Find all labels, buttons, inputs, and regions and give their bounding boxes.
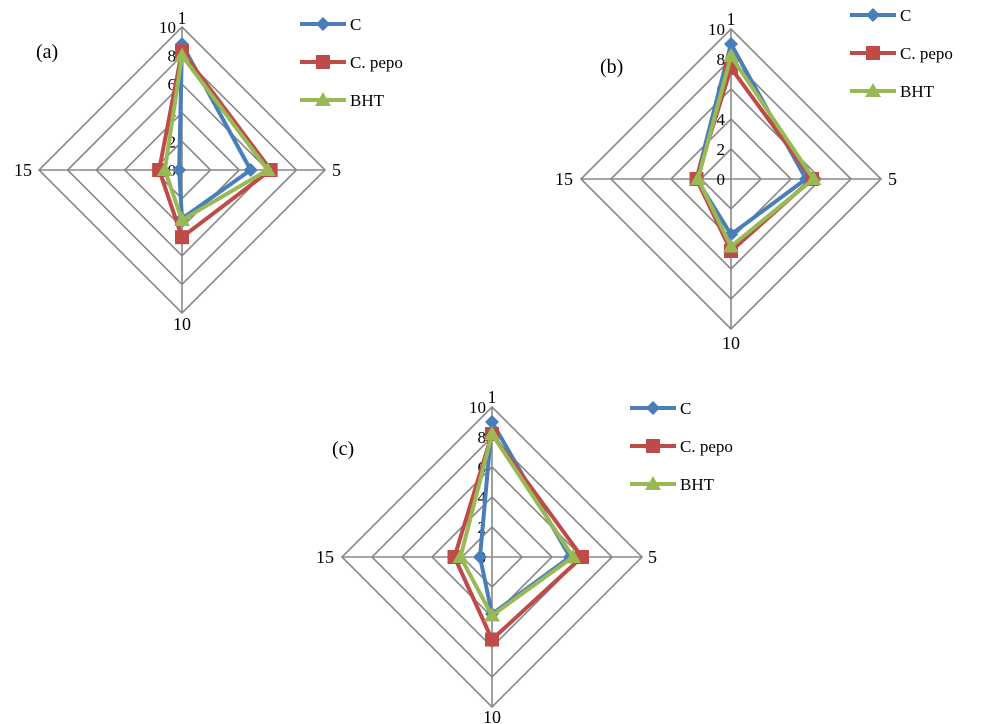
data-point-bht (174, 212, 190, 227)
tick-label: 8 (478, 428, 487, 447)
axis-label-5: 5 (332, 160, 341, 180)
legend-item-bht: BHT (300, 91, 385, 110)
data-point-bht (723, 238, 739, 253)
data-point-c (243, 163, 258, 177)
legend-item-c: C (850, 6, 911, 25)
data-point-c (172, 163, 187, 177)
data-point-bht (484, 607, 500, 622)
legend-item-c: C (300, 15, 361, 34)
tick-label: 10 (708, 20, 725, 39)
data-point-c (724, 37, 738, 51)
legend-item-bht: BHT (630, 475, 715, 494)
axis-label-15: 15 (316, 547, 334, 567)
tick-label: 0 (717, 170, 726, 189)
data-point-bht (805, 171, 822, 185)
data-point-c-pepo (175, 230, 189, 245)
legend-item-bht: BHT (850, 82, 935, 101)
axis-label-15: 15 (14, 160, 32, 180)
legend-label: C. pepo (350, 53, 403, 72)
axis-label-1: 1 (727, 9, 736, 29)
legend-label: C. pepo (900, 44, 953, 63)
tick-label: 4 (478, 488, 487, 507)
tick-label: 10 (469, 398, 486, 417)
legend-item-c-pepo: C. pepo (850, 44, 953, 63)
panel-label-c: (c) (332, 438, 354, 460)
data-point-c-pepo (485, 632, 499, 647)
data-point-c (485, 415, 499, 429)
legend-marker (866, 46, 880, 60)
legend-label: BHT (680, 475, 715, 494)
legend-item-c-pepo: C. pepo (300, 53, 403, 72)
tick-label: 2 (717, 140, 726, 159)
legend-item-c-pepo: C. pepo (630, 437, 733, 456)
data-point-c (473, 550, 487, 564)
panel-label-a: (a) (36, 41, 58, 63)
data-point-bht (174, 47, 190, 62)
tick-label: 8 (717, 50, 726, 69)
tick-label: 4 (717, 110, 726, 129)
legend-label: BHT (350, 91, 385, 110)
tick-label: 0 (168, 161, 177, 180)
legend-label: BHT (900, 82, 935, 101)
axis-label-5: 5 (888, 169, 897, 189)
data-point-bht (452, 549, 469, 563)
data-point-bht (565, 549, 581, 563)
legend-marker (645, 476, 661, 490)
legend-marker (316, 17, 330, 31)
data-point-bht (484, 426, 500, 440)
legend-marker (315, 92, 331, 106)
axis-label-5: 5 (648, 547, 657, 567)
data-point-bht (156, 162, 173, 176)
axis-label-10: 10 (483, 707, 501, 724)
legend-marker (316, 55, 330, 69)
legend-marker (646, 439, 660, 453)
legend-label: C (350, 15, 361, 34)
axis-label-1: 1 (488, 387, 497, 407)
legend-marker (866, 8, 880, 22)
legend-item-c: C (630, 399, 691, 418)
tick-label: 2 (168, 132, 177, 151)
axis-label-10: 10 (173, 314, 191, 334)
panel-label-b: (b) (600, 56, 623, 78)
legend-marker (646, 401, 660, 415)
axis-label-1: 1 (178, 8, 187, 28)
legend-label: C (900, 6, 911, 25)
tick-label: 8 (168, 47, 177, 66)
data-point-bht (690, 171, 706, 185)
axis-label-15: 15 (555, 169, 573, 189)
axis-label-10: 10 (722, 333, 740, 353)
legend-label: C (680, 399, 691, 418)
tick-label: 6 (168, 75, 177, 94)
legend-label: C. pepo (680, 437, 733, 456)
tick-label: 10 (159, 18, 176, 37)
data-point-bht (723, 48, 739, 62)
data-point-bht (259, 162, 276, 176)
legend-marker (865, 83, 881, 97)
